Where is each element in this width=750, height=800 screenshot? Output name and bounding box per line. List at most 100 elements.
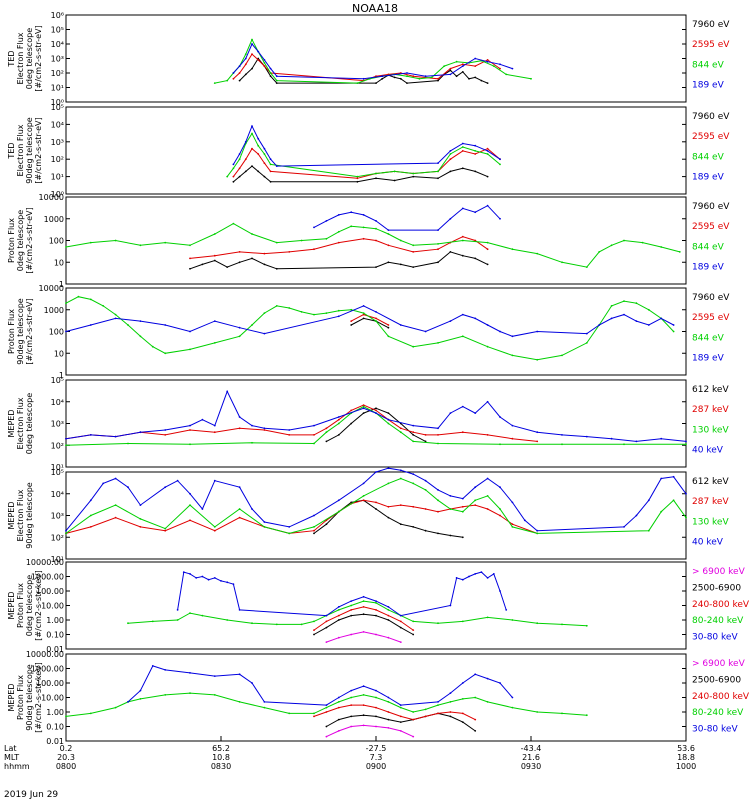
data-point xyxy=(114,435,117,438)
y-axis-label: 90deg telescope xyxy=(25,117,34,184)
data-point xyxy=(337,614,340,617)
data-point xyxy=(238,175,241,178)
data-point xyxy=(461,254,464,257)
data-point xyxy=(461,150,464,152)
data-point xyxy=(325,220,328,222)
data-point xyxy=(238,416,241,418)
y-tick-label: 10³ xyxy=(51,512,64,521)
data-point xyxy=(499,514,501,517)
x-row-label: Lat xyxy=(4,744,17,753)
data-point xyxy=(269,180,272,183)
data-point xyxy=(449,508,452,510)
data-point xyxy=(536,532,539,535)
data-point xyxy=(275,75,278,78)
data-point xyxy=(77,295,80,298)
data-point xyxy=(412,251,415,253)
data-point xyxy=(412,345,415,348)
data-point xyxy=(89,526,92,528)
data-point xyxy=(387,326,390,329)
data-point xyxy=(127,622,129,625)
data-point xyxy=(189,424,191,427)
data-point xyxy=(244,158,247,161)
data-point xyxy=(189,257,191,260)
series-line xyxy=(313,704,476,721)
data-point xyxy=(362,305,365,307)
data-point xyxy=(350,501,353,504)
data-point xyxy=(151,620,154,623)
y-tick-label: 10³ xyxy=(51,55,64,64)
series-line xyxy=(177,571,507,617)
data-point xyxy=(257,59,260,61)
series-line xyxy=(127,600,587,627)
data-point xyxy=(449,495,452,497)
data-point xyxy=(275,267,278,270)
data-point xyxy=(623,443,625,446)
data-point xyxy=(486,701,489,703)
data-point xyxy=(232,163,235,166)
y-axis-label: 0deg telescope xyxy=(25,28,34,89)
data-point xyxy=(499,443,501,446)
data-point xyxy=(350,689,353,692)
legend-entry: 287 keV xyxy=(692,497,729,507)
legend-entry: 844 eV xyxy=(692,60,725,70)
data-point xyxy=(238,153,241,155)
series-line xyxy=(127,665,513,706)
data-point xyxy=(406,82,408,84)
data-point xyxy=(375,227,377,230)
data-point xyxy=(685,443,687,446)
data-point xyxy=(412,266,415,268)
y-tick-label: 10 xyxy=(54,349,64,358)
data-point xyxy=(511,424,514,427)
data-point xyxy=(238,79,241,82)
y-tick-label: 10⁵ xyxy=(51,376,64,385)
data-point xyxy=(486,204,489,207)
data-point xyxy=(660,477,663,480)
data-point xyxy=(89,298,92,301)
legend-entry: > 6900 keV xyxy=(692,659,746,669)
series-line xyxy=(65,406,686,446)
series-line xyxy=(214,38,532,84)
data-point xyxy=(337,315,340,318)
data-point xyxy=(263,252,266,255)
y-tick-label: 10⁰ xyxy=(51,190,64,199)
data-point xyxy=(449,604,452,607)
y-axis-label: Electron Flux xyxy=(16,397,25,449)
data-point xyxy=(660,317,663,320)
data-point xyxy=(468,575,470,578)
panel-ted-p-90: 1 10 100 1000 10000 Proton Flux 90deg telescop… xyxy=(7,284,730,380)
y-axis-label: 90deg telescope xyxy=(16,298,25,365)
data-point xyxy=(486,577,489,579)
y-tick-label: 100 xyxy=(49,328,64,337)
data-point xyxy=(499,158,501,161)
data-point xyxy=(313,248,315,251)
data-point xyxy=(350,308,353,311)
panel-frame xyxy=(65,14,687,103)
data-point xyxy=(213,675,216,677)
data-point xyxy=(232,175,235,178)
y-axis-label: [#/cm2-s-str-eV] xyxy=(25,207,34,273)
y-tick-label: 1000.00 xyxy=(31,573,64,582)
data-point xyxy=(114,239,117,242)
data-point xyxy=(375,412,377,414)
y-axis-label: MEPED xyxy=(7,592,16,620)
data-point xyxy=(238,72,241,74)
data-point xyxy=(672,475,675,478)
data-point xyxy=(263,526,266,528)
data-point xyxy=(288,251,291,253)
panel-frame xyxy=(65,379,687,468)
data-point xyxy=(387,718,390,721)
data-point xyxy=(474,573,477,575)
data-point xyxy=(635,440,638,443)
data-point xyxy=(213,431,216,434)
data-point xyxy=(399,469,402,472)
legend-entry: 40 keV xyxy=(692,446,724,456)
data-point xyxy=(486,400,489,403)
data-point xyxy=(412,633,415,636)
data-point xyxy=(406,75,408,78)
data-point xyxy=(337,706,340,709)
data-point xyxy=(325,427,328,430)
series-line xyxy=(189,251,488,270)
legend-entry: 844 eV xyxy=(692,152,725,162)
data-point xyxy=(164,486,167,489)
data-point xyxy=(238,167,241,170)
